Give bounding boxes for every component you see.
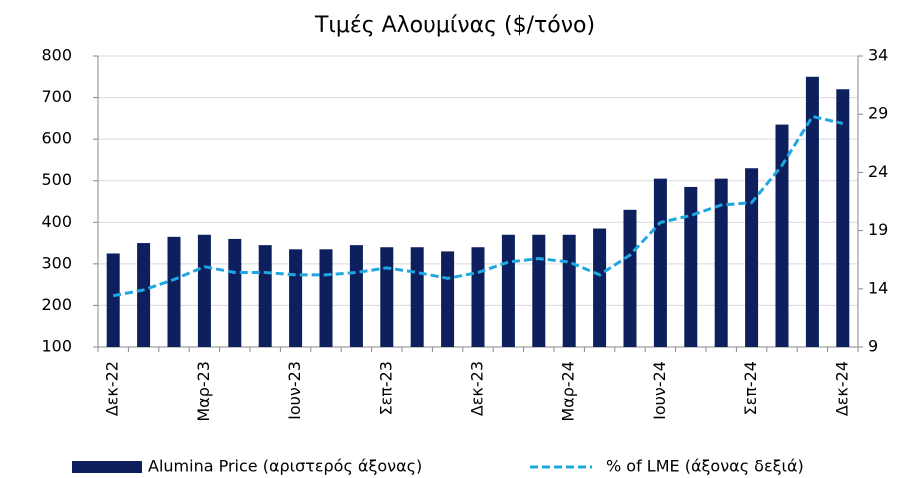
bar — [197, 234, 211, 347]
bar — [714, 178, 728, 347]
chart-title: Τιμές Αλουμίνας ($/τόνο) — [314, 13, 595, 38]
bar — [501, 234, 515, 347]
y-tick-label: 500 — [41, 170, 72, 189]
bar — [836, 89, 850, 347]
x-tick-label: Σεπ-24 — [741, 361, 760, 416]
bar — [319, 249, 333, 347]
y-tick-label: 200 — [41, 295, 72, 314]
bar — [805, 76, 819, 348]
x-tick-label: Δεκ-22 — [103, 361, 122, 416]
bar — [684, 186, 698, 347]
bar — [532, 234, 546, 347]
y-tick-label: 800 — [41, 46, 72, 65]
bar — [349, 245, 363, 347]
bar — [106, 253, 120, 347]
y2-tick-label: 29 — [868, 104, 888, 123]
y-tick-label: 300 — [41, 253, 72, 272]
x-tick-label: Μαρ-23 — [194, 361, 213, 422]
x-tick-label: Μαρ-24 — [559, 361, 578, 422]
y-tick-label: 700 — [41, 87, 72, 106]
y-tick-label: 100 — [41, 337, 72, 356]
x-tick-label: Δεκ-23 — [468, 361, 487, 416]
x-tick-label: Σεπ-23 — [376, 361, 395, 416]
bar — [410, 247, 424, 347]
y2-tick-label: 14 — [868, 278, 888, 297]
bar — [593, 228, 607, 347]
bar — [380, 247, 394, 347]
legend-label: Alumina Price (αριστερός άξονας) — [148, 457, 422, 476]
bar — [562, 234, 576, 347]
y-tick-label: 400 — [41, 212, 72, 231]
x-tick-label: Δεκ-24 — [832, 361, 851, 416]
x-tick-label: Ιουν-24 — [650, 361, 669, 420]
x-tick-label: Ιουν-23 — [285, 361, 304, 420]
bar — [441, 251, 455, 347]
y2-tick-label: 34 — [868, 46, 888, 65]
bar — [289, 249, 303, 347]
legend-label: % of LME (άξονας δεξιά) — [606, 457, 804, 476]
bar — [653, 178, 667, 347]
bar — [745, 168, 759, 347]
y2-tick-label: 19 — [868, 220, 888, 239]
bar — [623, 209, 637, 347]
line — [112, 114, 844, 298]
bar — [775, 124, 789, 347]
bar — [471, 247, 485, 347]
legend-swatch — [72, 461, 142, 473]
bar — [258, 245, 272, 347]
y2-tick-label: 24 — [868, 162, 888, 181]
y2-tick-label: 9 — [868, 337, 878, 356]
bar — [137, 243, 151, 347]
y-tick-label: 600 — [41, 129, 72, 148]
bar — [228, 238, 242, 347]
bar — [167, 236, 181, 347]
